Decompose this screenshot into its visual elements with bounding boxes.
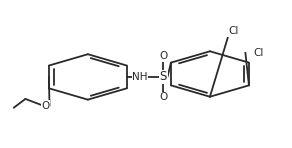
Text: Cl: Cl <box>228 26 238 37</box>
Text: NH: NH <box>133 72 148 82</box>
Text: O: O <box>159 92 168 102</box>
Text: Cl: Cl <box>253 48 264 58</box>
Text: S: S <box>160 70 167 83</box>
Text: O: O <box>42 100 50 111</box>
Text: O: O <box>159 51 168 61</box>
